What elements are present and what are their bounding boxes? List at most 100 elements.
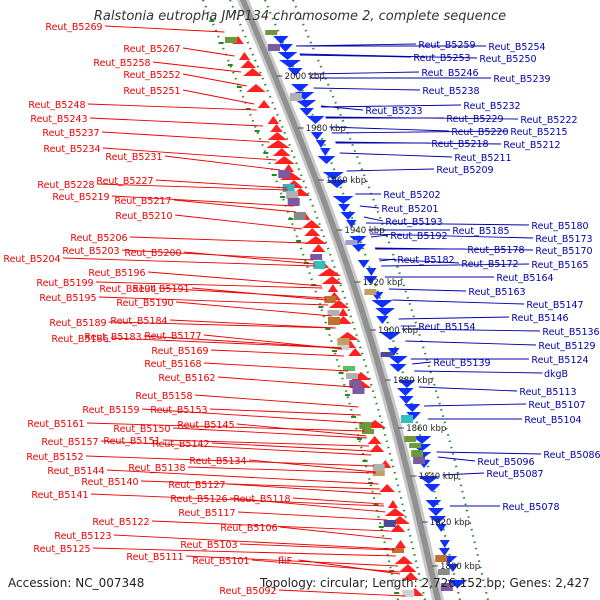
gene-label-left: Reut_B5191 — [132, 284, 189, 295]
label-connector — [175, 301, 332, 317]
forward-gene-arrow — [273, 36, 289, 44]
feature-block — [282, 184, 295, 192]
reverse-gene-arrow — [328, 300, 350, 308]
reverse-gene-arrow — [267, 116, 280, 124]
gene-label-right: Reut_B5173 — [535, 234, 592, 245]
label-connector — [187, 466, 376, 474]
gene-label-left: Reut_B5168 — [144, 359, 201, 370]
feature-block — [265, 30, 278, 35]
reverse-gene-arrow — [311, 244, 326, 252]
label-connector — [418, 386, 518, 392]
gene-label-right: Reut_B5202 — [383, 190, 440, 201]
label-connector — [203, 362, 349, 372]
feature-block — [268, 44, 280, 51]
label-connector — [101, 131, 270, 143]
feature-block — [278, 170, 291, 178]
scale-tick-label: 1940 kbp — [345, 226, 385, 236]
scale-tick-label: 1920 kbp — [363, 278, 403, 288]
feature-block — [349, 380, 362, 387]
label-connector — [278, 589, 406, 597]
label-connector — [414, 370, 543, 374]
forward-gene-arrow — [438, 548, 450, 556]
gene-label-right: Reut_B5232 — [463, 101, 520, 112]
forward-gene-arrow — [397, 388, 414, 396]
gene-label-left: Reut_B5227 — [96, 176, 153, 187]
forward-gene-arrow — [376, 316, 389, 324]
gene-label-right: dkgB — [544, 369, 568, 380]
gene-label-right: Reut_B5124 — [531, 355, 588, 366]
label-connector — [298, 559, 401, 575]
forward-gene-arrow — [349, 236, 367, 244]
reverse-gene-arrow — [240, 60, 257, 68]
label-connector — [96, 183, 288, 191]
scale-tick-label: 1880 kbp — [393, 376, 433, 386]
label-connector — [217, 376, 353, 388]
forward-gene-arrow — [340, 212, 356, 220]
ring-tick — [245, 108, 251, 110]
feature-block — [372, 471, 385, 476]
label-connector — [363, 216, 384, 222]
forward-gene-arrow — [412, 436, 432, 444]
ring-tick — [296, 240, 302, 242]
gene-label-left: Reut_B5243 — [30, 114, 87, 125]
reverse-gene-arrow — [327, 284, 339, 292]
feature-block — [404, 436, 417, 442]
gene-label-right: Reut_B5193 — [385, 217, 442, 228]
scale-tick-label: 1900 kbp — [378, 326, 418, 336]
reverse-gene-arrow — [402, 572, 419, 580]
gene-label-left: Reut_B5199 — [36, 278, 93, 289]
forward-gene-arrow — [315, 140, 327, 148]
gene-label-right: Reut_B5254 — [488, 42, 545, 53]
scale-tick-label: 1980 kbp — [306, 124, 346, 134]
label-connector — [104, 25, 225, 33]
label-connector — [331, 130, 509, 134]
forward-gene-arrow — [320, 148, 331, 156]
reverse-gene-arrow — [317, 268, 342, 276]
label-connector — [299, 54, 412, 58]
feature-block — [327, 310, 340, 316]
reverse-gene-arrow — [270, 124, 283, 132]
gene-label-left: Reut_B5144 — [47, 466, 104, 477]
gene-label-left: Reut_B5258 — [93, 58, 150, 69]
gene-label-left: Reut_B5196 — [88, 268, 145, 279]
forward-gene-arrow — [277, 52, 298, 60]
ring-tick — [362, 460, 368, 462]
ring-tick — [227, 64, 233, 66]
gene-label-left: Reut_B5111 — [126, 552, 183, 563]
gene-label-left: Reut_B5161 — [27, 419, 84, 430]
gene-labels: Reut_B5269 Reut_B5267 Reut_B5258Reut_B5252… — [3, 22, 600, 597]
label-connector — [307, 71, 420, 75]
ring-tick — [373, 504, 379, 506]
gene-label-right: Reut_B5222 — [520, 115, 577, 126]
gene-label-left: Reut_B5177 — [144, 331, 201, 342]
reverse-gene-arrow — [273, 156, 295, 164]
ring-tick — [338, 372, 344, 374]
feature-block — [328, 317, 340, 325]
label-connector — [346, 168, 435, 172]
label-connector — [321, 104, 462, 108]
forward-gene-arrow — [388, 356, 408, 364]
gene-label-left: Reut_B5204 — [3, 254, 60, 265]
label-connector-lines — [62, 25, 543, 597]
label-connector — [141, 408, 363, 424]
forward-gene-arrow — [310, 132, 324, 140]
gene-label-right: Reut_B5086 — [543, 450, 600, 461]
forward-gene-arrow — [399, 396, 414, 404]
label-connector — [111, 195, 294, 207]
gene-label-right: Reut_B5104 — [524, 415, 581, 426]
gene-label-left: Reut_B5150 — [113, 424, 170, 435]
feature-block — [287, 198, 300, 206]
gene-label-right: Reut_B5233 — [365, 106, 422, 117]
forward-gene-arrow — [398, 380, 416, 388]
feature-block — [310, 254, 323, 260]
gene-label-left: Reut_B5206 — [70, 233, 127, 244]
label-connector — [90, 493, 385, 507]
gene-label-right: Reut_B5107 — [528, 400, 585, 411]
label-connector — [140, 480, 380, 490]
label-connector — [436, 451, 542, 455]
reverse-gene-arrow — [272, 148, 291, 156]
label-connector — [388, 288, 467, 292]
label-connector — [329, 126, 450, 132]
gene-label-right: Reut_B5164 — [496, 273, 553, 284]
scale-tick-label: 1820 kbp — [430, 518, 470, 528]
